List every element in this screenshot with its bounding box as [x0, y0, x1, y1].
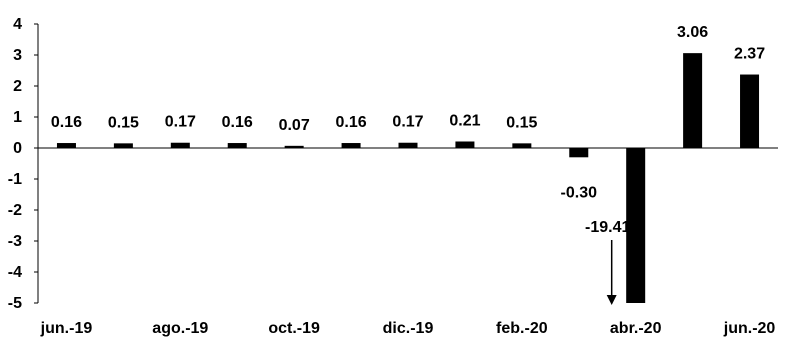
x-tick-label: abr.-20	[610, 320, 662, 337]
y-tick-label: 0	[13, 140, 22, 157]
data-label: 0.17	[392, 114, 423, 131]
bar	[284, 145, 304, 148]
y-tick-label: 3	[13, 47, 22, 64]
data-label: 0.17	[165, 114, 196, 131]
bar	[512, 143, 532, 148]
data-label: 0.16	[222, 114, 253, 131]
data-labels: 0.16 0.15 0.17 0.16 0.07 0.16 0.17 0.21 0.15 -0.3…	[51, 24, 765, 305]
data-label: 0.16	[51, 114, 82, 131]
bar	[455, 141, 475, 148]
bar	[398, 142, 418, 148]
bar	[113, 143, 133, 148]
x-tick-label: dic.-19	[383, 320, 434, 337]
bar	[56, 143, 76, 148]
y-tick-label: 4	[13, 16, 22, 33]
bar	[683, 53, 703, 148]
bars	[56, 53, 760, 303]
bar	[740, 74, 760, 148]
y-tick-label: 2	[13, 78, 22, 95]
data-label: 2.37	[734, 46, 765, 63]
annotation-label: -19.41	[585, 219, 630, 236]
y-tick-label: -5	[8, 295, 22, 312]
y-tick-label: -4	[8, 264, 22, 281]
data-label: 0.16	[336, 114, 367, 131]
x-tick-label: feb.-20	[496, 320, 548, 337]
y-tick-label: -3	[8, 233, 22, 250]
y-tick-label: 1	[13, 109, 22, 126]
bar	[626, 148, 646, 303]
x-tick-label: jun.-19	[40, 320, 93, 337]
data-label: 0.21	[449, 112, 480, 129]
y-tick-label: -2	[8, 202, 22, 219]
y-tick-label: -1	[8, 171, 22, 188]
data-label: 3.06	[677, 24, 708, 41]
x-tick-label: oct.-19	[268, 320, 320, 337]
axes: 4 3 2 1 0 -1 -2 -3 -4 -5 jun.-19 ago.-19 oct.-19 dic.…	[8, 16, 778, 337]
x-tick-label: ago.-19	[152, 320, 208, 337]
bar	[341, 143, 361, 148]
data-label: 0.15	[108, 114, 139, 131]
x-tick-label: jun.-20	[723, 320, 776, 337]
bar	[170, 142, 190, 148]
data-label: -0.30	[561, 184, 598, 201]
data-label: 0.07	[279, 117, 310, 134]
data-label: 0.15	[506, 114, 537, 131]
bar	[569, 148, 589, 158]
bar	[227, 143, 247, 148]
